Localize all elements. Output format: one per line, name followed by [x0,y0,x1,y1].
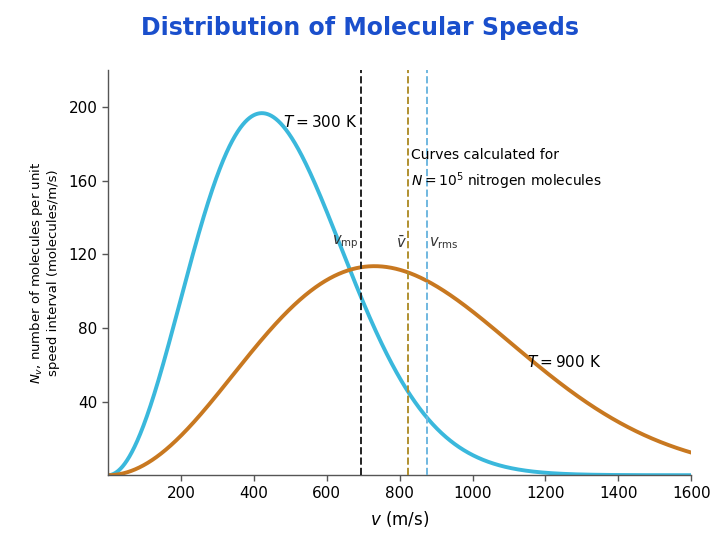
Y-axis label: $N_v$, number of molecules per unit
speed interval (molecules/m/s): $N_v$, number of molecules per unit spee… [28,161,60,384]
Text: $T = 900\ \mathrm{K}$: $T = 900\ \mathrm{K}$ [527,354,601,370]
X-axis label: $v\ \mathrm{(m/s)}$: $v\ \mathrm{(m/s)}$ [370,509,429,529]
Text: Curves calculated for
$N = 10^5$ nitrogen molecules: Curves calculated for $N = 10^5$ nitroge… [410,147,601,192]
Text: $T = 300\ \mathrm{K}$: $T = 300\ \mathrm{K}$ [283,114,357,130]
Text: $v_{\mathrm{mp}}$: $v_{\mathrm{mp}}$ [331,233,358,251]
Text: Distribution of Molecular Speeds: Distribution of Molecular Speeds [141,16,579,40]
Text: $v_{\mathrm{rms}}$: $v_{\mathrm{rms}}$ [429,235,459,251]
Text: $\bar{v}$: $\bar{v}$ [396,234,407,251]
